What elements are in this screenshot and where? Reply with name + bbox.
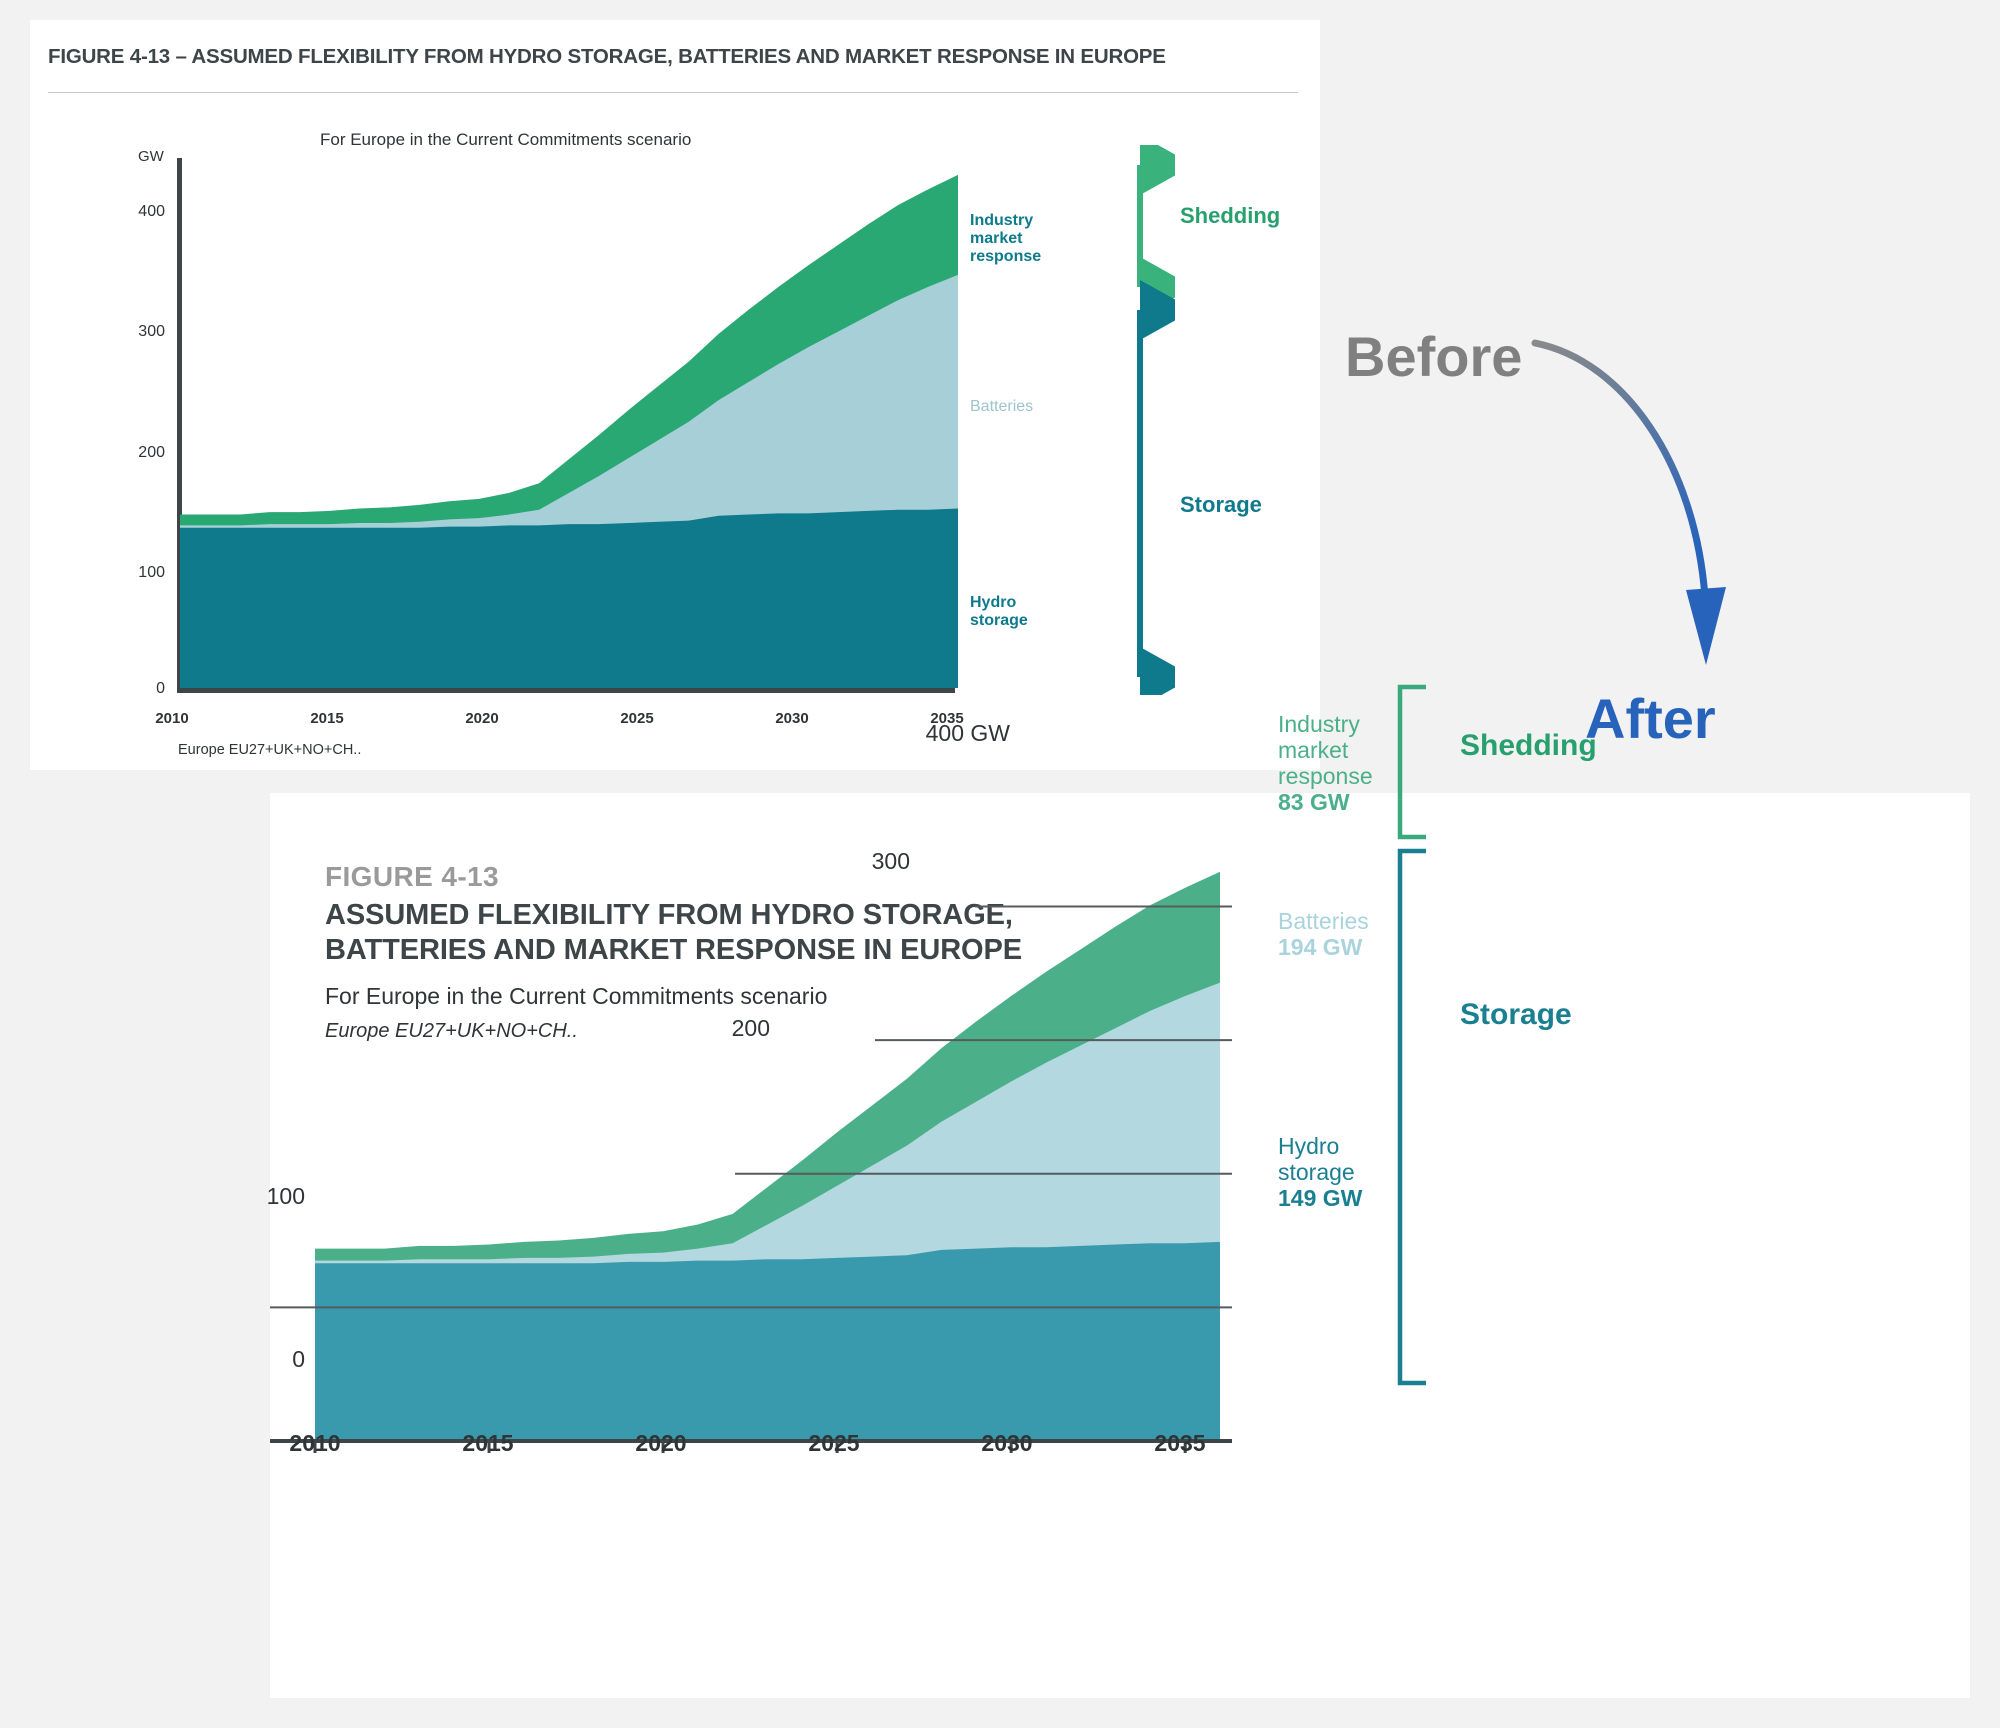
after-source-note: Europe EU27+UK+NO+CH.. — [325, 1020, 578, 1042]
after-figure-number: FIGURE 4-13 — [325, 861, 499, 892]
before-title-divider — [48, 92, 1298, 93]
before-bracket-label-shedding: Shedding — [1180, 203, 1281, 228]
after-figure-card: FIGURE 4-13 ASSUMED FLEXIBILITY FROM HYD… — [267, 684, 1970, 1698]
after-x-tick-2015: 2015 — [462, 1430, 514, 1456]
before-source-note: Europe EU27+UK+NO+CH.. — [178, 742, 362, 758]
before-x-tick-2025: 2025 — [620, 710, 654, 727]
after-legend-hydro-storage: Hydro storage 149 GW — [1278, 1133, 1363, 1211]
after-legend-industry-market-response: Industry market response 83 GW — [1278, 711, 1373, 815]
after-bracket-group — [1397, 684, 1426, 1386]
after-x-tick-2035: 2035 — [1154, 1430, 1206, 1456]
before-figure-title: FIGURE 4-13 – ASSUMED FLEXIBILITY FROM H… — [48, 45, 1166, 68]
before-x-axis-line — [177, 688, 955, 693]
before-label-batteries: Batteries — [970, 398, 1034, 415]
after-word-label: After — [1585, 687, 1716, 750]
before-area-chart — [180, 174, 958, 688]
before-label-hydro-storage: Hydro storage — [970, 594, 1028, 630]
before-x-tick-2015: 2015 — [310, 710, 344, 727]
before-figure-card: FIGURE 4-13 – ASSUMED FLEXIBILITY FROM H… — [30, 20, 1320, 770]
before-chart-subtitle: For Europe in the Current Commitments sc… — [320, 130, 692, 149]
before-y-tick-400: 400 — [138, 203, 165, 220]
before-y-tick-0: 0 — [156, 680, 165, 697]
before-unit-label: GW — [138, 148, 164, 165]
before-x-tick-2020: 2020 — [465, 710, 499, 727]
after-x-tick-2020: 2020 — [635, 1430, 687, 1456]
after-bracket-label-shedding: Shedding — [1460, 729, 1597, 762]
after-bracket-label-storage: Storage — [1460, 998, 1572, 1031]
after-y-tick-400: 400 GW — [925, 720, 1010, 746]
after-legend-batteries: Batteries 194 GW — [1278, 908, 1369, 960]
after-chart-subtitle: For Europe in the Current Commitments sc… — [325, 983, 828, 1009]
before-bracket-label-storage: Storage — [1180, 492, 1262, 517]
before-to-after-arrow — [1531, 339, 1726, 665]
before-x-tick-2010: 2010 — [155, 710, 189, 727]
before-bracket-arrows — [1137, 145, 1175, 695]
after-y-tick-0: 0 — [292, 1346, 305, 1372]
after-area-chart — [270, 871, 1232, 1453]
before-word-label: Before — [1345, 325, 1523, 388]
after-x-tick-2010: 2010 — [289, 1430, 341, 1456]
before-y-tick-100: 100 — [138, 564, 165, 581]
before-x-tick-2030: 2030 — [775, 710, 809, 727]
after-figure-title: ASSUMED FLEXIBILITY FROM HYDRO STORAGE, … — [325, 899, 1022, 967]
before-x-tick-2035: 2035 — [930, 710, 964, 727]
before-label-industry-market-response: Industry market response — [970, 212, 1042, 266]
after-x-tick-2030: 2030 — [981, 1430, 1033, 1456]
before-y-axis-line — [177, 158, 182, 691]
after-y-tick-200: 200 — [731, 1015, 770, 1041]
after-y-tick-300: 300 — [871, 848, 910, 874]
before-y-tick-300: 300 — [138, 323, 165, 340]
after-y-tick-100: 100 — [266, 1183, 305, 1209]
after-x-tick-2025: 2025 — [808, 1430, 860, 1456]
before-y-tick-200: 200 — [138, 444, 165, 461]
